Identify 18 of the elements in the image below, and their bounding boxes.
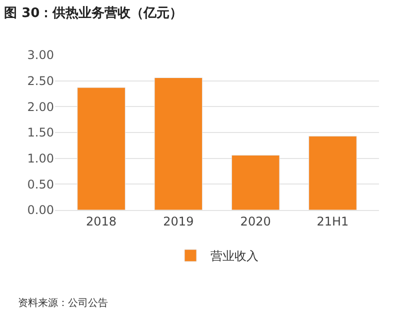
x-tick-label: 2019 [163,214,194,228]
x-tick-label: 2020 [240,214,271,228]
y-tick-label: 1.00 [27,152,54,166]
bar [77,87,126,210]
bar [154,77,203,210]
y-tick-label: 1.50 [27,126,54,140]
bar [231,154,280,210]
y-tick-label: 0.50 [27,177,54,192]
x-tick-label: 21H1 [316,214,349,228]
y-tick-label: 0.00 [27,203,54,218]
text: 资料来源：公司公告 [18,297,108,309]
y-tick-label: 3.00 [27,48,54,62]
legend-label: 营业收入 [210,249,258,264]
y-tick-label: 2.50 [27,74,54,88]
bar [308,136,357,210]
x-tick-label: 2018 [86,214,117,228]
y-tick-label: 2.00 [27,100,54,114]
chart-title: 图 30：供热业务营收（亿元） [4,5,183,22]
